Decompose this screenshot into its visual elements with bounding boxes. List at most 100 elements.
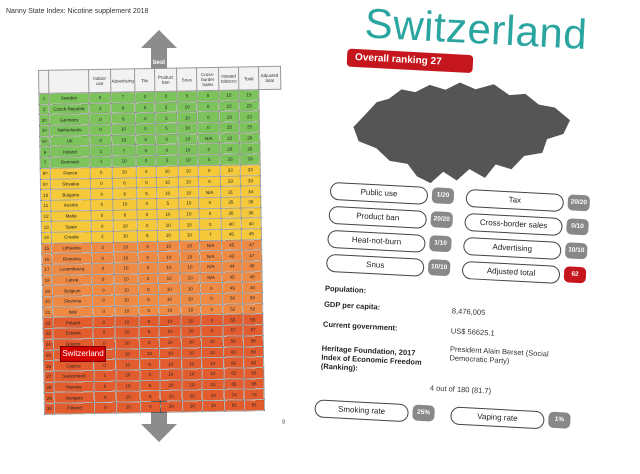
table-cell: 0	[135, 134, 156, 146]
table-cell: 0	[135, 144, 157, 156]
table-cell: 5=	[39, 136, 50, 147]
score-tax: 20/20	[567, 194, 591, 212]
table-header-cell: Snus	[176, 67, 197, 92]
table-cell: 22	[42, 317, 54, 329]
table-cell: 5	[176, 90, 198, 102]
table-cell: 10	[179, 240, 200, 252]
table-cell: 5	[156, 155, 179, 167]
table-cell: 2	[91, 231, 114, 243]
table-cell: 10	[157, 251, 180, 263]
table-cell: 62	[243, 367, 264, 379]
table-cell: 58	[243, 335, 264, 347]
table-cell: 10	[181, 336, 202, 348]
table-cell: 0	[134, 91, 156, 103]
table-cell: 29	[44, 392, 55, 404]
table-cell: 10	[157, 240, 180, 252]
pill-smoking-rate: Smoking rate	[314, 399, 409, 423]
table-cell: 10	[112, 155, 137, 168]
table-cell: 10	[179, 229, 200, 241]
table-cell: 0	[138, 273, 159, 285]
table-cell-country: Switzerland	[53, 370, 94, 382]
table-cell: 5	[138, 315, 159, 327]
score-vaping-rate: 1%	[547, 411, 571, 429]
table-cell: 15	[238, 89, 260, 101]
table-cell: 10	[113, 230, 138, 242]
table-header-cell: Adjusted total	[258, 66, 281, 90]
table-cell-country: Czech Republic	[49, 103, 90, 115]
table-cell: 0	[136, 176, 157, 188]
table-cell-country: Poland	[52, 317, 94, 329]
table-cell: 49	[242, 281, 263, 294]
table-cell: 10	[178, 154, 199, 166]
table-cell: 5	[138, 305, 159, 317]
left-page: Nanny State Index: Nicotine supplement 2…	[0, 0, 300, 457]
table-cell: 0	[200, 282, 223, 294]
table-cell: 48	[241, 260, 263, 272]
table-cell: 34	[240, 185, 261, 197]
score-public-use: 1/20	[431, 187, 455, 205]
table-cell: 1	[93, 370, 116, 382]
table-cell: 10	[158, 283, 181, 295]
table-cell: 18	[42, 274, 53, 286]
table-cell: 49	[222, 282, 243, 294]
table-cell: 8=	[40, 168, 51, 179]
right-page: Switzerland Overall ranking 27 Public us…	[276, 0, 639, 474]
table-cell: 1	[38, 93, 50, 105]
table-cell: 28	[239, 143, 260, 155]
table-cell: 2	[39, 103, 50, 115]
table-cell: 0	[89, 124, 112, 136]
table-cell: 66	[223, 378, 245, 390]
table-cell: 33	[239, 153, 261, 165]
arrow-worst-label: worst	[150, 404, 167, 410]
table-cell: 10	[115, 337, 140, 349]
table-cell: 0	[197, 101, 220, 113]
table-cell: 33	[220, 175, 241, 187]
table-cell: 7	[111, 145, 137, 157]
table-cell: 20	[160, 400, 183, 413]
table-cell: 10	[179, 218, 200, 230]
table-cell: 10	[114, 294, 139, 306]
table-header-cell	[48, 69, 89, 94]
table-cell: 10	[158, 304, 181, 316]
table-cell: 0	[92, 273, 115, 285]
table-cell: 6	[111, 102, 136, 114]
table-cell: 20	[159, 379, 183, 391]
table-cell: 5	[137, 230, 158, 242]
table-cell: 10	[113, 220, 138, 232]
table-cell: 25	[43, 349, 54, 361]
table-cell: N/A	[199, 261, 223, 273]
score-cross-border-sales: 0/10	[566, 218, 589, 236]
table-cell: 10	[114, 316, 139, 328]
table-header-cell: Tax	[134, 68, 155, 92]
table-cell-country: Denmark	[50, 156, 91, 169]
table-cell: N/A	[200, 272, 223, 284]
government-value: President Alain Berset (Social Democrati…	[449, 344, 549, 366]
table-cell: 0	[198, 154, 221, 166]
table-cell: 10	[160, 390, 183, 402]
table-cell: 10	[115, 380, 141, 392]
table-cell: 10	[181, 379, 203, 391]
table-cell: 74	[224, 389, 245, 401]
table-cell: 0	[89, 134, 112, 147]
score-product-ban: 20/20	[430, 211, 454, 229]
score-smoking-rate: 25%	[412, 404, 435, 422]
table-cell: 30	[44, 403, 55, 415]
table-cell: 10	[180, 283, 201, 295]
table-cell: 23	[239, 100, 260, 112]
table-cell: 10	[180, 304, 201, 316]
table-cell: 5	[138, 294, 159, 306]
table-cell: 0	[197, 111, 220, 123]
table-cell: 40	[241, 217, 262, 229]
table-body: 1 Sweden 0 7 0 0 5 5 15 15 2 Czech Republic 2 6 0 5 10 0 2…	[38, 89, 287, 415]
table-cell: 0	[135, 102, 156, 114]
table-cell: 10	[201, 336, 224, 348]
table-cell: 0	[137, 219, 158, 231]
table-cell: 10	[115, 326, 140, 339]
table-cell: 10	[201, 378, 225, 390]
table-cell: 15	[218, 89, 240, 102]
table-header-cell: Total	[238, 66, 259, 90]
population-value: 8,476,005	[451, 306, 486, 318]
table-cell: N/A	[199, 250, 222, 262]
table-cell: 10	[156, 208, 180, 220]
table-cell: 58	[223, 335, 244, 347]
